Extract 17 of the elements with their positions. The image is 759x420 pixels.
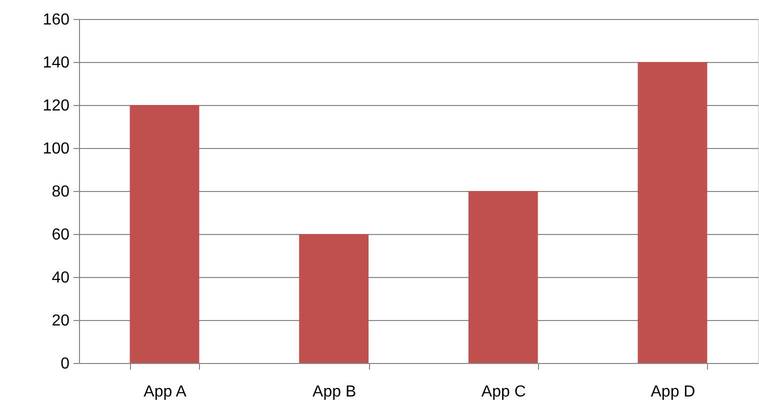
y-tick-label: 160 [42, 12, 70, 28]
y-tick-label: 120 [42, 98, 70, 114]
bar [299, 234, 369, 363]
x-tick-label: App C [481, 384, 526, 400]
y-tick-label: 80 [52, 184, 70, 200]
y-tick-label: 100 [42, 140, 70, 158]
x-tick-label: App D [650, 384, 696, 400]
bar [468, 191, 538, 363]
y-tick-label: 140 [42, 54, 70, 72]
y-tick-label: 40 [52, 270, 70, 286]
y-tick-label: 60 [52, 226, 70, 244]
x-tick-label: App A [144, 384, 187, 400]
bar [130, 105, 200, 363]
x-tick-label: App B [312, 384, 356, 400]
y-tick-label: 0 [60, 356, 70, 372]
y-tick-label: 20 [52, 312, 70, 330]
bar [638, 62, 708, 363]
